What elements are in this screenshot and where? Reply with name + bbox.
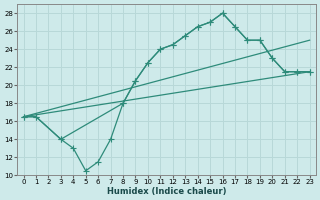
X-axis label: Humidex (Indice chaleur): Humidex (Indice chaleur) [107,187,226,196]
